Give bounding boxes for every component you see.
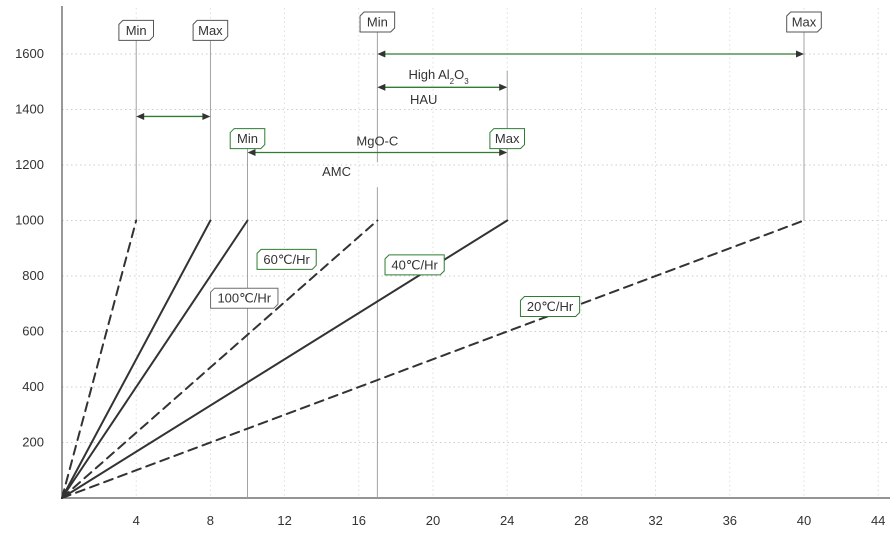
- subscript: 2: [450, 76, 455, 85]
- y-tick-label: 1000: [15, 213, 44, 228]
- max-flag-box: [192, 19, 229, 41]
- label-part: High Al: [408, 67, 449, 82]
- range-label: HAU: [410, 92, 437, 107]
- rate-label-box: [256, 248, 317, 270]
- rate-label: 100℃/Hr: [217, 291, 271, 306]
- rate-line: [61, 219, 249, 499]
- rate-label: 60℃/Hr: [263, 252, 310, 267]
- min-flag: Min: [126, 23, 147, 38]
- max-flag: Max: [495, 131, 520, 146]
- max-flag: Max: [198, 23, 223, 38]
- y-tick-label: 200: [22, 435, 44, 450]
- x-tick-label: 36: [723, 513, 737, 528]
- label-part: O: [454, 67, 464, 82]
- range-arrow-head-left: [377, 83, 386, 91]
- axes: [61, 6, 890, 499]
- min-flag-box: [359, 11, 396, 33]
- range-label: MgO-C: [356, 134, 398, 149]
- min-flag: Min: [367, 15, 388, 30]
- y-tick-label: 800: [22, 268, 44, 283]
- x-tick-label: 32: [648, 513, 662, 528]
- range-arrow-head-right: [499, 83, 508, 91]
- min-flag-box: [118, 19, 154, 41]
- y-tick-label: 400: [22, 379, 44, 394]
- y-tick-label: 1600: [15, 46, 44, 61]
- subscript: 3: [464, 76, 469, 85]
- range-arrow-head-right: [796, 50, 804, 58]
- annotations: MgO-C AMC HAU High Al2O3 Min Max Min Max Min Max 1…: [118, 11, 822, 318]
- rate-label: 40℃/Hr: [391, 257, 438, 272]
- range-label: AMC: [322, 164, 351, 179]
- max-flag-box: [786, 11, 822, 33]
- rate-label-box: [384, 254, 445, 276]
- max-flag-box: [489, 128, 525, 150]
- y-tick-label: 1200: [15, 157, 44, 172]
- x-tick-label: 40: [797, 513, 811, 528]
- x-tick-label: 8: [207, 513, 214, 528]
- max-flag: Max: [792, 15, 817, 30]
- range-arrow-head-left: [377, 50, 386, 58]
- rate-line: [61, 219, 212, 499]
- y-tick-label: 1400: [15, 102, 44, 117]
- range-arrow-head-left: [136, 112, 145, 120]
- x-tick-label: 24: [500, 513, 514, 528]
- x-tick-label: 4: [133, 513, 140, 528]
- tick-labels: 4 8 12 16 20 24 28 32 36 40 44 200 400 600 800 1000 1200…: [15, 46, 885, 528]
- rate-line: [61, 219, 805, 499]
- rate-line: [61, 219, 138, 499]
- rate-label: 20℃/Hr: [527, 299, 574, 314]
- x-tick-label: 28: [574, 513, 588, 528]
- grid: [62, 8, 890, 498]
- rate-label-box: [210, 287, 279, 309]
- range-arrow-head-left: [247, 149, 256, 157]
- x-tick-label: 20: [426, 513, 440, 528]
- x-tick-label: 44: [871, 513, 885, 528]
- y-tick-label: 600: [22, 324, 44, 339]
- x-tick-label: 12: [277, 513, 291, 528]
- min-flag-box: [229, 128, 266, 150]
- rate-line: [61, 219, 379, 499]
- range-label: High Al2O3: [408, 67, 469, 86]
- range-arrows: [136, 50, 804, 157]
- range-arrow-head-right: [499, 149, 508, 157]
- min-flag: Min: [237, 131, 258, 146]
- rate-lines: [61, 219, 805, 499]
- range-arrow-head-right: [202, 112, 211, 120]
- rate-label-box: [519, 296, 581, 318]
- marker-lines: [135, 29, 805, 498]
- x-tick-label: 16: [352, 513, 366, 528]
